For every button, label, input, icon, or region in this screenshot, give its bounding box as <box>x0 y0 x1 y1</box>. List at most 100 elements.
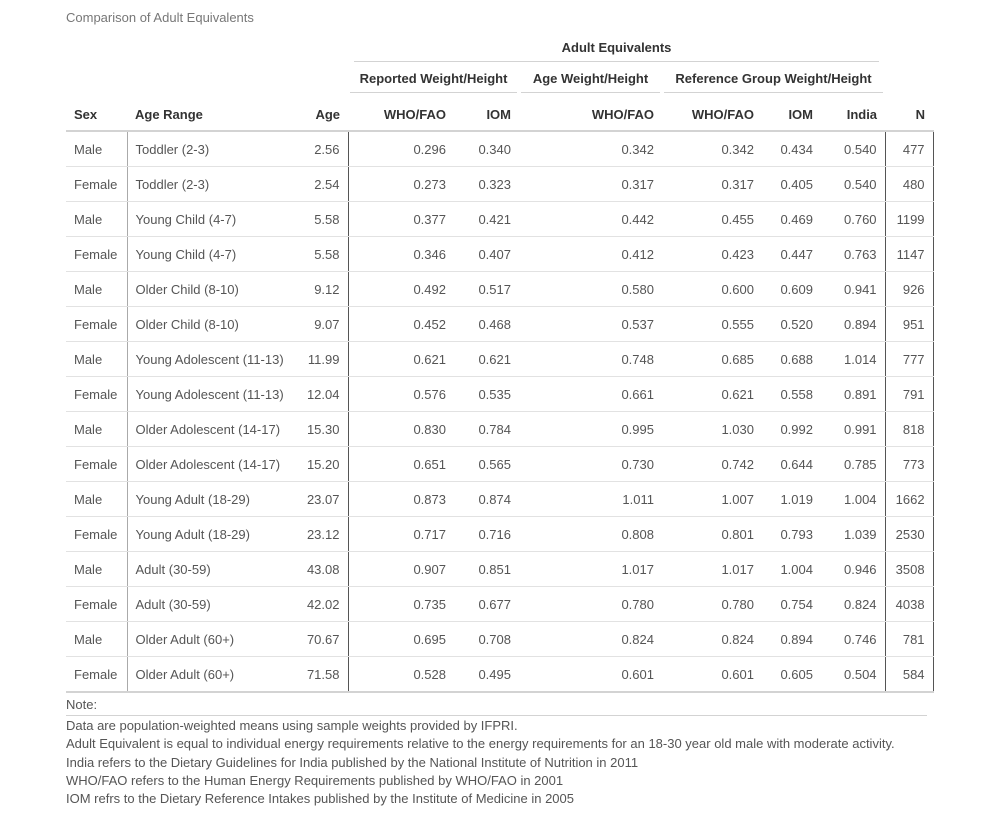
table-row: Male Older Adolescent (14-17) 15.30 0.830 0.… <box>66 411 934 447</box>
cell-sex: Female <box>66 306 128 342</box>
cell-sex: Male <box>66 341 128 377</box>
cell-reference-iom: 0.605 <box>762 656 821 693</box>
table-row: Male Older Adult (60+) 70.67 0.695 0.708 0.82… <box>66 621 934 657</box>
cell-reported-whofao: 0.830 <box>348 411 454 447</box>
cell-age: 2.54 <box>295 166 349 202</box>
cell-n: 477 <box>884 131 934 167</box>
cell-reference-india: 0.891 <box>821 376 886 412</box>
cell-reported-whofao: 0.717 <box>348 516 454 552</box>
cell-age: 43.08 <box>295 551 349 587</box>
cell-reported-iom: 0.407 <box>454 236 519 272</box>
cell-reference-india: 0.991 <box>821 411 886 447</box>
cell-sex: Male <box>66 551 128 587</box>
cell-age: 23.12 <box>295 516 349 552</box>
table-row: Male Adult (30-59) 43.08 0.907 0.851 1.017 1.0… <box>66 551 934 587</box>
cell-age: 70.67 <box>295 621 349 657</box>
cell-reference-india: 0.894 <box>821 306 886 342</box>
table-row: Male Toddler (2-3) 2.56 0.296 0.340 0.342 0.34… <box>66 131 934 167</box>
cell-n: 584 <box>884 656 934 693</box>
cell-reference-whofao: 0.742 <box>662 446 762 482</box>
cell-age-whofao: 0.748 <box>519 341 662 377</box>
cell-reference-iom: 0.469 <box>762 201 821 237</box>
notes-header: Note: <box>66 696 927 717</box>
cell-reference-iom: 0.447 <box>762 236 821 272</box>
cell-reference-iom: 0.609 <box>762 271 821 307</box>
column-header-row: Sex Age Range Age WHO/FAO IOM WHO/FAO WH… <box>66 98 934 132</box>
cell-sex: Male <box>66 201 128 237</box>
cell-age-whofao: 0.995 <box>519 411 662 447</box>
cell-age: 5.58 <box>295 236 349 272</box>
col-header-sex: Sex <box>66 98 127 132</box>
cell-reported-whofao: 0.346 <box>348 236 454 272</box>
cell-sex: Male <box>66 131 128 167</box>
cell-sex: Male <box>66 271 128 307</box>
cell-sex: Male <box>66 411 128 447</box>
cell-age-whofao: 0.537 <box>519 306 662 342</box>
cell-reported-whofao: 0.528 <box>348 656 454 693</box>
cell-reference-whofao: 0.780 <box>662 586 762 622</box>
cell-age: 15.20 <box>295 446 349 482</box>
cell-reference-iom: 0.688 <box>762 341 821 377</box>
table-row: Male Young Adult (18-29) 23.07 0.873 0.874 1.… <box>66 481 934 517</box>
cell-n: 2530 <box>884 516 934 552</box>
col-header-age-range: Age Range <box>127 98 295 132</box>
cell-reported-iom: 0.468 <box>454 306 519 342</box>
cell-age-range: Young Adult (18-29) <box>127 481 295 517</box>
cell-age-range: Older Adult (60+) <box>127 621 295 657</box>
cell-age-whofao: 1.017 <box>519 551 662 587</box>
cell-age: 15.30 <box>295 411 349 447</box>
cell-reference-whofao: 0.685 <box>662 341 762 377</box>
cell-reference-whofao: 0.342 <box>662 131 762 167</box>
col-header-reference-whofao: WHO/FAO <box>662 98 762 132</box>
cell-reported-iom: 0.495 <box>454 656 519 693</box>
col-header-reference-iom: IOM <box>762 98 821 132</box>
cell-sex: Female <box>66 516 128 552</box>
cell-reference-whofao: 0.621 <box>662 376 762 412</box>
cell-age: 42.02 <box>295 586 349 622</box>
cell-reference-india: 0.540 <box>821 131 886 167</box>
cell-reported-iom: 0.874 <box>454 481 519 517</box>
table-row: Male Young Adolescent (11-13) 11.99 0.621 0.… <box>66 341 934 377</box>
cell-age-range: Adult (30-59) <box>127 551 295 587</box>
cell-reference-iom: 0.644 <box>762 446 821 482</box>
cell-n: 3508 <box>884 551 934 587</box>
cell-age-range: Young Adolescent (11-13) <box>127 376 295 412</box>
table-row: Male Young Child (4-7) 5.58 0.377 0.421 0.442… <box>66 201 934 237</box>
cell-age: 5.58 <box>295 201 349 237</box>
cell-age: 9.07 <box>295 306 349 342</box>
cell-age: 9.12 <box>295 271 349 307</box>
cell-reported-iom: 0.784 <box>454 411 519 447</box>
cell-n: 4038 <box>884 586 934 622</box>
col-header-reference-india: India <box>821 98 886 132</box>
cell-reported-iom: 0.677 <box>454 586 519 622</box>
cell-reported-whofao: 0.576 <box>348 376 454 412</box>
cell-age-whofao: 0.661 <box>519 376 662 412</box>
cell-reported-whofao: 0.452 <box>348 306 454 342</box>
cell-age-whofao: 0.442 <box>519 201 662 237</box>
cell-age-whofao: 0.808 <box>519 516 662 552</box>
cell-age: 12.04 <box>295 376 349 412</box>
spanner-age: Age Weight/Height <box>519 66 662 98</box>
table-row: Female Older Adolescent (14-17) 15.20 0.651… <box>66 446 934 482</box>
cell-n: 1662 <box>884 481 934 517</box>
table-caption: Comparison of Adult Equivalents <box>66 10 254 25</box>
table-row: Female Young Adult (18-29) 23.12 0.717 0.716… <box>66 516 934 552</box>
cell-reference-iom: 0.992 <box>762 411 821 447</box>
cell-reference-whofao: 0.600 <box>662 271 762 307</box>
cell-reference-india: 0.746 <box>821 621 886 657</box>
cell-age-whofao: 0.342 <box>519 131 662 167</box>
col-header-age: Age <box>295 98 348 132</box>
cell-reference-iom: 0.434 <box>762 131 821 167</box>
cell-reported-whofao: 0.492 <box>348 271 454 307</box>
note-line: Adult Equivalent is equal to individual … <box>66 736 895 752</box>
table-row: Male Older Child (8-10) 9.12 0.492 0.517 0.58… <box>66 271 934 307</box>
cell-sex: Female <box>66 656 128 693</box>
table-notes: Note: Data are population-weighted means… <box>66 696 927 808</box>
cell-reported-whofao: 0.735 <box>348 586 454 622</box>
cell-reference-india: 1.039 <box>821 516 886 552</box>
cell-age: 71.58 <box>295 656 349 693</box>
note-line: IOM refrs to the Dietary Reference Intak… <box>66 791 574 807</box>
cell-reported-whofao: 0.377 <box>348 201 454 237</box>
cell-reference-iom: 0.894 <box>762 621 821 657</box>
cell-reported-iom: 0.851 <box>454 551 519 587</box>
